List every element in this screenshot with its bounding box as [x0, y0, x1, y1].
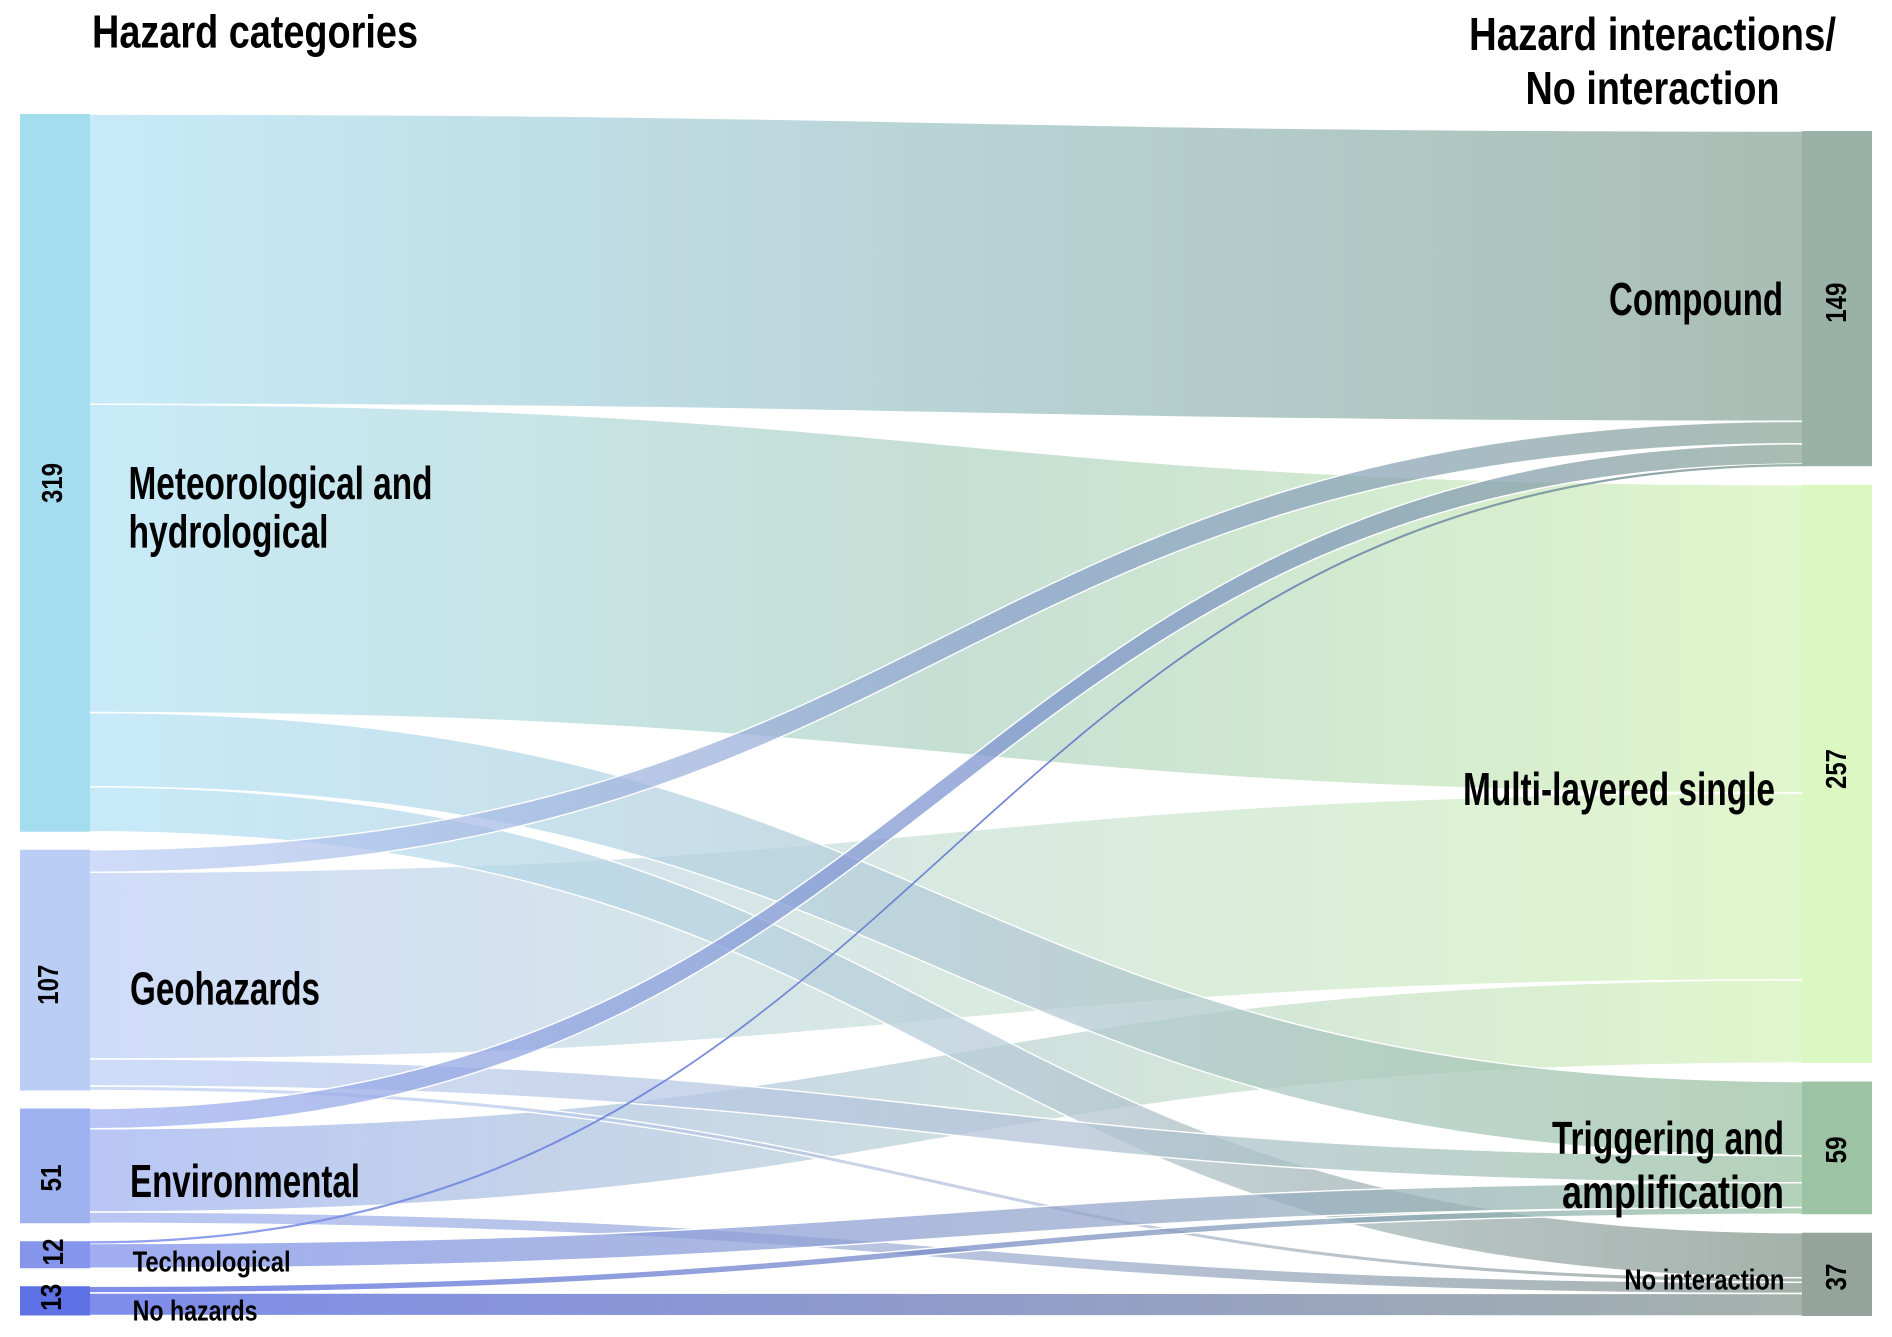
svg-text:amplification: amplification	[1562, 1166, 1784, 1218]
svg-text:Technological: Technological	[133, 1246, 291, 1278]
svg-text:No interaction: No interaction	[1624, 1265, 1784, 1297]
svg-text:51: 51	[36, 1165, 68, 1192]
svg-text:Meteorological and: Meteorological and	[129, 457, 433, 509]
svg-text:149: 149	[1821, 283, 1853, 323]
svg-text:Environmental: Environmental	[130, 1155, 360, 1207]
svg-text:257: 257	[1821, 749, 1853, 789]
svg-text:Geohazards: Geohazards	[130, 963, 320, 1015]
svg-text:Hazard interactions/: Hazard interactions/	[1469, 8, 1836, 60]
svg-text:Triggering and: Triggering and	[1552, 1112, 1784, 1164]
svg-text:Hazard categories: Hazard categories	[92, 6, 418, 58]
svg-text:107: 107	[33, 965, 65, 1005]
svg-text:13: 13	[36, 1284, 68, 1311]
svg-text:No interaction: No interaction	[1526, 62, 1780, 114]
svg-text:12: 12	[38, 1239, 70, 1266]
svg-text:319: 319	[37, 463, 69, 503]
svg-text:Multi-layered single: Multi-layered single	[1463, 763, 1775, 815]
svg-text:Compound: Compound	[1609, 273, 1783, 325]
svg-text:hydrological: hydrological	[129, 505, 329, 557]
svg-text:59: 59	[1821, 1137, 1853, 1164]
svg-text:No hazards: No hazards	[133, 1295, 258, 1327]
svg-text:37: 37	[1821, 1264, 1853, 1291]
